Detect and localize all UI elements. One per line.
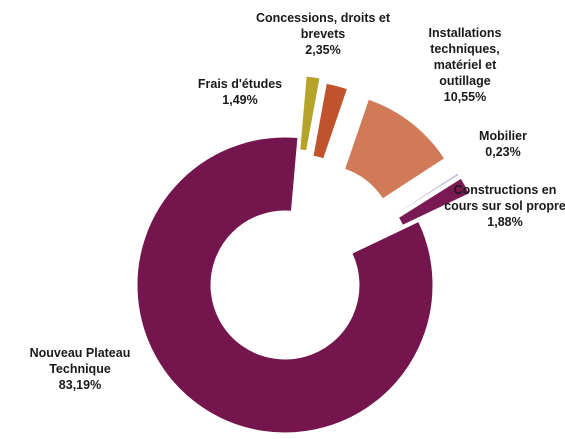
category-label: Nouveau Plateau Technique — [29, 346, 131, 376]
donut-slice — [397, 177, 471, 226]
value-label: 2,35% — [305, 43, 341, 57]
slice-label: Constructions en cours sur sol propre 1,8… — [440, 182, 565, 230]
category-label: Frais d'études — [197, 77, 283, 91]
donut-slice — [299, 75, 321, 152]
donut-slice — [136, 136, 434, 434]
donut-slice — [395, 172, 460, 215]
value-label: 1,88% — [487, 215, 523, 229]
category-label: Concessions, droits et brevets — [255, 11, 391, 41]
slice-label: Nouveau Plateau Technique 83,19% — [15, 345, 145, 393]
category-label: Constructions en cours sur sol propre — [444, 183, 565, 213]
slice-label: Mobilier 0,23% — [463, 128, 543, 160]
value-label: 10,55% — [443, 90, 487, 104]
value-label: 83,19% — [58, 378, 102, 392]
donut-slice — [312, 82, 349, 160]
value-label: 0,23% — [485, 145, 521, 159]
slice-label: Concessions, droits et brevets 2,35% — [248, 10, 398, 58]
value-label: 1,49% — [222, 93, 258, 107]
slice-label: Installations techniques, matériel et ou… — [410, 25, 520, 105]
category-label: Installations techniques, matériel et ou… — [428, 26, 502, 88]
slice-label: Frais d'études 1,49% — [195, 76, 285, 108]
donut-slice — [343, 98, 446, 200]
category-label: Mobilier — [479, 129, 527, 143]
